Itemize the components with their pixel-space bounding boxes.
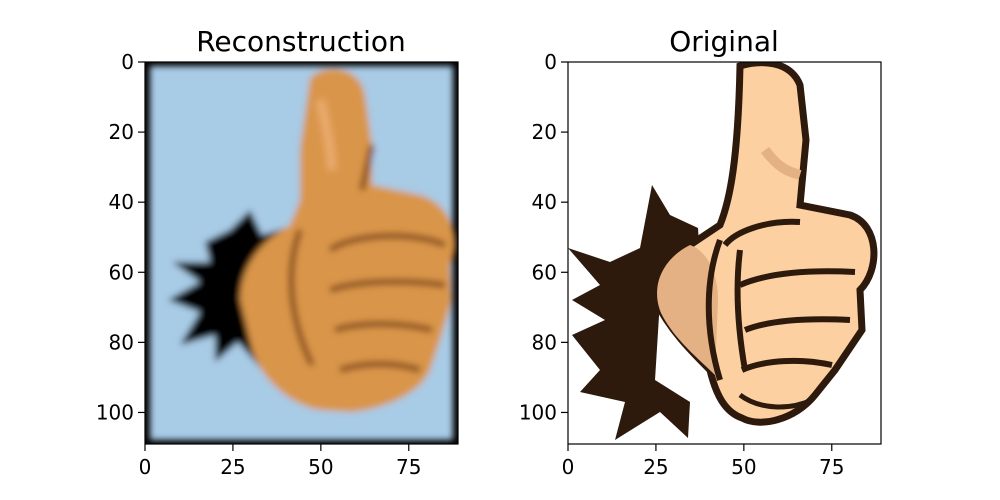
- original-y-tick-label: 0: [544, 50, 557, 74]
- reconstruction-y-ticks: 0 20 40 60 80 100: [96, 50, 145, 424]
- reconstruction-image: [145, 62, 458, 444]
- original-y-ticks: 0 20 40 60 80 100: [519, 50, 568, 424]
- reconstruction-y-tick-label: 100: [96, 400, 134, 424]
- reconstruction-x-ticks: 0 25 50 75: [139, 444, 421, 479]
- original-y-tick-label: 80: [532, 330, 557, 354]
- original-x-tick-label: 75: [819, 455, 844, 479]
- reconstruction-y-tick-label: 40: [109, 190, 134, 214]
- reconstruction-x-tick-label: 75: [396, 455, 421, 479]
- reconstruction-x-tick-label: 25: [220, 455, 245, 479]
- original-x-ticks: 0 25 50 75: [562, 444, 844, 479]
- reconstruction-panel: Reconstruction 0 25 50 75 0 20 40 60 80 100: [96, 25, 459, 479]
- reconstruction-y-tick-label: 20: [109, 120, 134, 144]
- original-title: Original: [669, 25, 779, 58]
- original-image: [568, 62, 881, 444]
- original-y-tick-label: 60: [532, 260, 557, 284]
- reconstruction-y-tick-label: 60: [109, 260, 134, 284]
- original-y-tick-label: 40: [532, 190, 557, 214]
- original-y-tick-label: 20: [532, 120, 557, 144]
- reconstruction-x-tick-label: 0: [139, 455, 152, 479]
- reconstruction-y-tick-label: 0: [121, 50, 134, 74]
- original-x-tick-label: 0: [562, 455, 575, 479]
- original-panel: Original 0 25 50 75 0 20 40 60 80 100: [519, 25, 882, 479]
- original-x-tick-label: 50: [731, 455, 756, 479]
- original-thumb-shadow: [657, 245, 718, 375]
- original-burst: [568, 185, 700, 440]
- original-y-tick-label: 100: [519, 400, 557, 424]
- original-x-tick-label: 25: [643, 455, 668, 479]
- reconstruction-y-tick-label: 80: [109, 330, 134, 354]
- reconstruction-title: Reconstruction: [196, 25, 406, 58]
- reconstruction-x-tick-label: 50: [308, 455, 333, 479]
